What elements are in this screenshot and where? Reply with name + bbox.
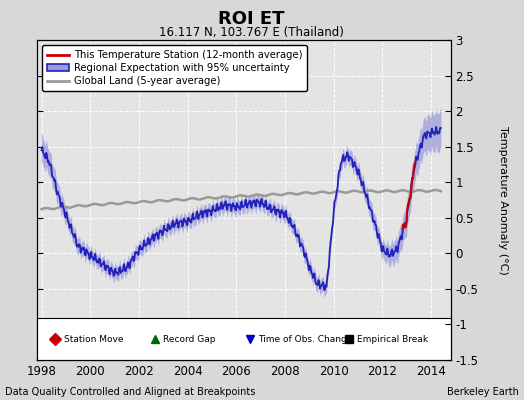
Text: Data Quality Controlled and Aligned at Breakpoints: Data Quality Controlled and Aligned at B… [5,387,256,397]
Text: ROI ET: ROI ET [219,10,285,28]
Legend: This Temperature Station (12-month average), Regional Expectation with 95% uncer: This Temperature Station (12-month avera… [42,45,307,91]
Text: Berkeley Earth: Berkeley Earth [447,387,519,397]
Text: 16.117 N, 103.767 E (Thailand): 16.117 N, 103.767 E (Thailand) [159,26,344,39]
Y-axis label: Temperature Anomaly (°C): Temperature Anomaly (°C) [498,126,508,274]
